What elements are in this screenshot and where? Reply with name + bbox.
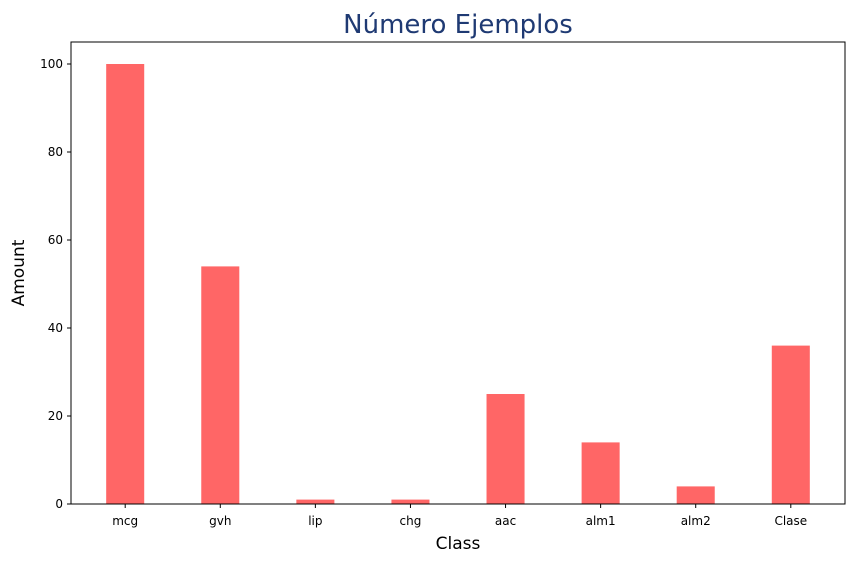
bar-gvh xyxy=(201,266,240,504)
bar-lip xyxy=(296,499,335,504)
bar-clase xyxy=(771,345,810,504)
x-tick-label: gvh xyxy=(209,514,231,528)
bar-aac xyxy=(486,394,525,504)
y-tick-label: 60 xyxy=(48,233,63,247)
y-axis: 0 20 40 60 80 100 xyxy=(40,57,71,511)
bars-group xyxy=(106,64,810,504)
x-axis: mcg gvh lip chg aac alm1 alm2 Clase xyxy=(112,504,807,528)
bar-chg xyxy=(391,499,430,504)
x-tick-label: chg xyxy=(400,514,422,528)
plot-frame xyxy=(70,41,846,505)
x-tick-label: alm2 xyxy=(681,514,711,528)
x-axis-label: Class xyxy=(436,534,481,554)
bar-alm2 xyxy=(676,486,715,504)
y-axis-label: Amount xyxy=(9,239,29,306)
y-tick-label: 0 xyxy=(55,497,63,511)
bar-mcg xyxy=(106,64,145,504)
x-tick-label: alm1 xyxy=(586,514,616,528)
x-tick-label: Clase xyxy=(774,514,807,528)
y-tick-label: 40 xyxy=(48,321,63,335)
y-tick-label: 100 xyxy=(40,57,63,71)
x-tick-label: lip xyxy=(308,514,322,528)
y-tick-label: 80 xyxy=(48,145,63,159)
x-tick-label: mcg xyxy=(112,514,138,528)
chart-title: Número Ejemplos xyxy=(343,10,573,40)
bar-alm1 xyxy=(581,442,620,504)
y-tick-label: 20 xyxy=(48,409,63,423)
x-tick-label: aac xyxy=(495,514,516,528)
